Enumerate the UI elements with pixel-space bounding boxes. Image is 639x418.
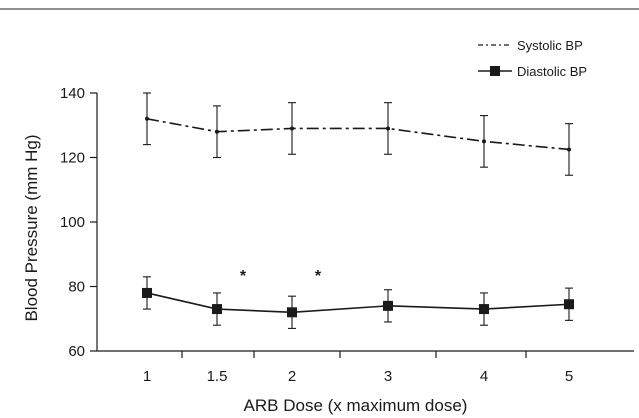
data-point <box>142 287 152 298</box>
annotation-layer: * * <box>240 268 322 285</box>
data-point <box>567 147 571 152</box>
y-tick-label: 140 <box>60 85 85 102</box>
y-tick-label: 100 <box>60 214 85 231</box>
series-diastolic-bp <box>142 276 574 329</box>
x-tick-label: 3 <box>384 368 392 385</box>
y-tick-label: 60 <box>68 343 85 360</box>
y-axis-title: Blood Pressure (mm Hg) <box>22 134 41 321</box>
data-point <box>290 126 294 131</box>
data-point <box>564 299 574 310</box>
y-tick-label: 120 <box>60 150 85 167</box>
y-tick-label: 80 <box>68 279 85 296</box>
data-point <box>479 304 489 315</box>
legend-label-systolic: Systolic BP <box>517 38 583 53</box>
x-axis-title: ARB Dose (x maximum dose) <box>244 396 468 415</box>
x-tick-label: 2 <box>288 368 296 385</box>
x-tick-label: 5 <box>565 368 573 385</box>
legend: Systolic BP Diastolic BP <box>478 38 587 79</box>
series-line <box>146 118 570 151</box>
significance-marker: * <box>315 268 322 285</box>
series-layer <box>142 92 574 329</box>
data-point <box>386 126 390 131</box>
legend-label-diastolic: Diastolic BP <box>517 64 587 79</box>
data-point <box>482 139 486 144</box>
significance-marker: * <box>240 268 247 285</box>
x-tick-label: 1 <box>143 368 151 385</box>
data-point <box>383 300 393 311</box>
data-point <box>215 129 219 134</box>
data-point <box>212 304 222 315</box>
data-point <box>145 116 149 121</box>
axes: 60 80 100 120 140 1 1.5 2 3 4 5 <box>60 85 634 385</box>
x-tick-label: 4 <box>480 368 488 385</box>
legend-marker-square <box>490 66 500 76</box>
series-line <box>146 292 570 314</box>
data-point <box>287 307 297 318</box>
x-tick-label: 1.5 <box>207 368 228 385</box>
series-systolic-bp <box>143 92 573 176</box>
